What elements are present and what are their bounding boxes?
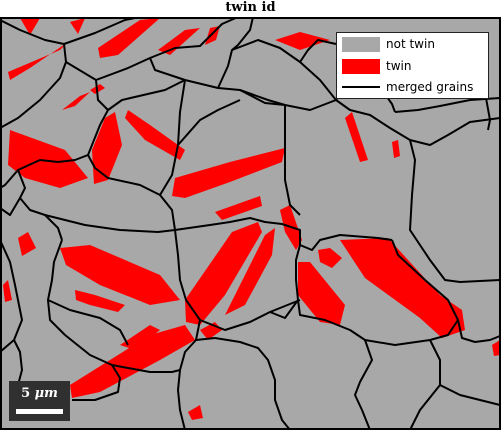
twin-region	[8, 42, 68, 80]
grain-boundary	[0, 43, 67, 129]
grain-boundary	[0, 109, 109, 189]
plot-title: twin id	[225, 0, 276, 15]
grain-boundary	[65, 17, 239, 81]
twin-region	[60, 245, 180, 305]
grain-boundary	[47, 299, 129, 346]
grain-boundary	[394, 97, 501, 113]
grain-boundary	[231, 39, 337, 101]
legend-swatch-twin	[342, 58, 380, 74]
grain-boundary	[295, 244, 373, 430]
twin-region	[188, 405, 203, 420]
grain-boundary	[177, 99, 241, 146]
grain-boundaries	[0, 17, 501, 430]
twin-region	[3, 280, 12, 302]
twin-region	[345, 112, 368, 162]
legend-item-twin: twin	[342, 57, 411, 75]
twin-region	[215, 196, 262, 220]
twin-region	[172, 148, 285, 198]
twin-region	[225, 228, 275, 315]
grain-boundary	[0, 169, 26, 216]
legend-item-not-twin: not twin	[342, 35, 435, 53]
legend-line-merged-grains	[342, 86, 380, 88]
legend: not twin twin merged grains	[336, 32, 489, 99]
map-frame	[0, 17, 501, 430]
twin-region	[98, 18, 160, 58]
scale-bar-label: 5 μm	[9, 386, 70, 402]
grain-boundary	[335, 99, 501, 283]
twin-region	[392, 140, 400, 158]
twin-region	[70, 18, 85, 34]
grain-boundary	[13, 339, 23, 386]
scale-bar-unit: μm	[34, 386, 58, 401]
twin-region	[75, 290, 125, 312]
grain-boundary	[95, 79, 186, 111]
twin-region	[275, 32, 330, 50]
grain-boundary	[239, 89, 301, 216]
twin-regions	[3, 18, 500, 420]
twin-region	[18, 232, 36, 256]
grain-boundary	[409, 117, 501, 146]
legend-label-not-twin: not twin	[386, 37, 435, 51]
twin-region	[120, 325, 160, 350]
twin-region	[158, 28, 200, 55]
scale-bar-line	[16, 409, 63, 414]
twin-region	[185, 222, 262, 325]
twin-region	[20, 18, 40, 35]
grain-boundary	[299, 39, 337, 63]
grain-boundary	[87, 154, 176, 231]
legend-swatch-not-twin	[342, 36, 380, 52]
twin-region	[492, 340, 500, 356]
twin-region	[340, 238, 465, 338]
scale-bar: 5 μm	[9, 381, 70, 421]
grain-boundary	[439, 384, 501, 406]
twin-region	[8, 130, 88, 188]
twin-region	[318, 248, 342, 268]
legend-label-twin: twin	[386, 59, 412, 73]
twin-region	[125, 110, 185, 160]
scale-bar-value: 5	[21, 386, 31, 401]
twin-region	[298, 262, 345, 325]
grain-boundary	[111, 364, 181, 373]
grain-boundary	[44, 214, 393, 251]
legend-item-merged-grains: merged grains	[342, 78, 473, 96]
legend-label-merged-grains: merged grains	[386, 80, 474, 94]
grain-boundary	[485, 97, 491, 131]
twin-region	[92, 112, 122, 184]
grain-boundary	[217, 17, 254, 89]
grain-boundary	[64, 334, 121, 401]
grain-boundary	[195, 337, 291, 430]
twin-region	[62, 92, 90, 110]
twin-region	[70, 325, 195, 398]
grain-boundary	[269, 299, 299, 319]
